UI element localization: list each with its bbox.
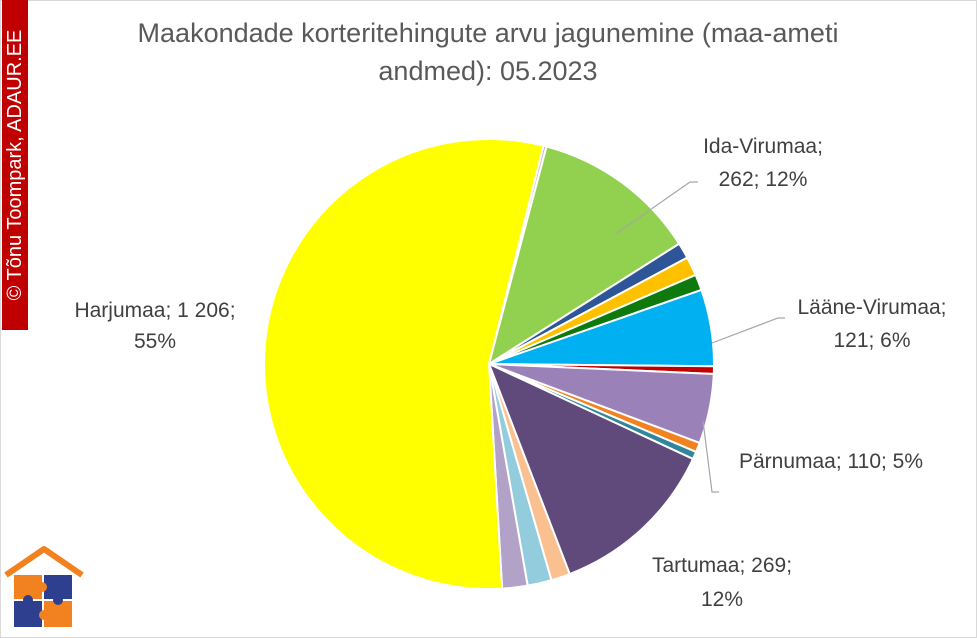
chart-title: Maakondade korteritehingute arvu jagunem… (138, 18, 839, 86)
data-label-harjumaa-line-2: 55% (134, 330, 176, 353)
data-label-tartumaa-line-1: Tartumaa; 269; (652, 554, 792, 577)
pie-slices (263, 138, 715, 590)
data-label-tartumaa-line-2: 12% (701, 588, 743, 611)
data-label-laane-virumaa-line-1: Lääne-Virumaa; (797, 296, 946, 319)
data-label-laane-virumaa-line-2: 121; 6% (833, 329, 910, 352)
data-label-parnumaa: Pärnumaa; 110; 5% (739, 450, 923, 473)
pie-slice-ida-virumaa (487, 145, 681, 367)
watermark-bar (2, 0, 28, 330)
watermark-text: © Tõnu Toompark, ADAUR.EE (4, 29, 26, 301)
pie-slice-harjumaa (263, 138, 545, 590)
data-labels: Harjumaa; 1 206; 55% Ida-Virumaa; 262; 1… (74, 135, 946, 611)
leader-line-parnumaa (702, 420, 719, 493)
data-label-harjumaa-line-1: Harjumaa; 1 206; (74, 299, 235, 322)
chart-title-line-1: Maakondade korteritehingute arvu jagunem… (138, 18, 839, 48)
leader-line-ida-virumaa (616, 181, 698, 234)
chart-title-line-2: andmed): 05.2023 (378, 56, 597, 86)
leader-line-laane-virumaa (711, 317, 785, 344)
pie-slice-tartumaa (487, 362, 695, 576)
house-puzzle-logo-icon (4, 546, 84, 627)
data-label-ida-virumaa-line-2: 262; 12% (719, 168, 808, 191)
data-label-ida-virumaa-line-1: Ida-Virumaa; (703, 135, 823, 158)
leader-lines (616, 181, 785, 493)
